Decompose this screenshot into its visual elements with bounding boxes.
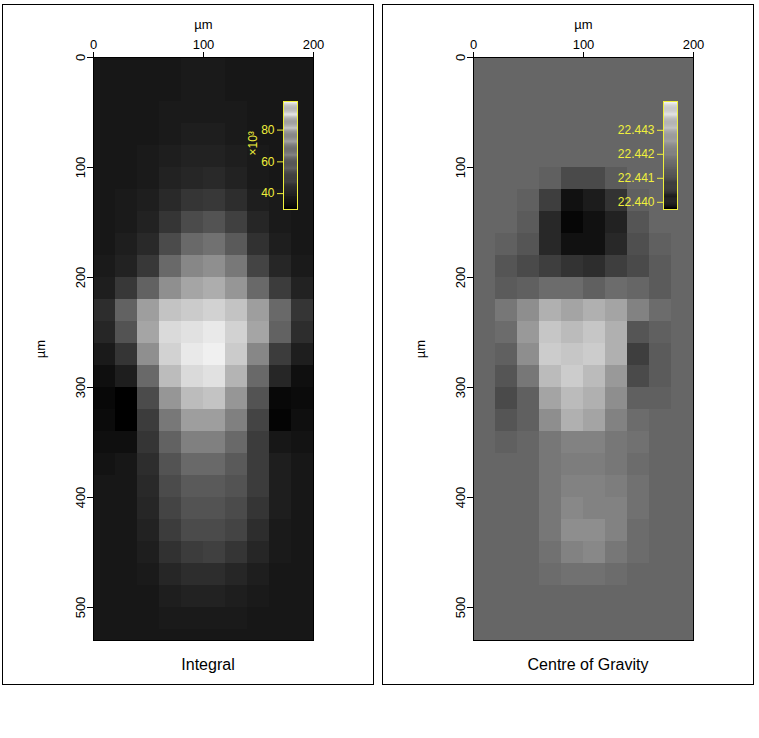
svg-text:22.441: 22.441 bbox=[618, 171, 655, 185]
svg-text:100: 100 bbox=[73, 157, 88, 179]
svg-text:40: 40 bbox=[261, 186, 275, 200]
svg-text:0: 0 bbox=[453, 54, 468, 61]
html-text:Integral: Integral bbox=[181, 656, 235, 673]
html-text:Centre of Gravity: Centre of Gravity bbox=[527, 656, 649, 673]
svg-text:200: 200 bbox=[303, 37, 325, 52]
svg-text:µm: µm bbox=[194, 17, 212, 32]
svg-text:60: 60 bbox=[261, 155, 275, 169]
svg-text:µm: µm bbox=[413, 340, 428, 358]
svg-text:100: 100 bbox=[193, 37, 215, 52]
svg-text:22.440: 22.440 bbox=[618, 195, 655, 209]
svg-text:300: 300 bbox=[73, 377, 88, 399]
svg-text:µm: µm bbox=[574, 17, 592, 32]
svg-text:80: 80 bbox=[261, 123, 275, 137]
svg-text:200: 200 bbox=[683, 37, 705, 52]
svg-text:0: 0 bbox=[470, 37, 477, 52]
svg-text:0: 0 bbox=[73, 54, 88, 61]
svg-text:500: 500 bbox=[453, 597, 468, 619]
svg-text:200: 200 bbox=[73, 267, 88, 289]
svg-text:100: 100 bbox=[573, 37, 595, 52]
svg-text:200: 200 bbox=[453, 267, 468, 289]
svg-text:22.442: 22.442 bbox=[618, 147, 655, 161]
svg-text:500: 500 bbox=[73, 597, 88, 619]
svg-text:300: 300 bbox=[453, 377, 468, 399]
svg-text:µm: µm bbox=[33, 340, 48, 358]
svg-text:0: 0 bbox=[90, 37, 97, 52]
svg-text:100: 100 bbox=[453, 157, 468, 179]
svg-text:22.443: 22.443 bbox=[618, 123, 655, 137]
svg-text:×10³: ×10³ bbox=[246, 131, 260, 155]
svg-text:400: 400 bbox=[73, 487, 88, 509]
svg-text:400: 400 bbox=[453, 487, 468, 509]
